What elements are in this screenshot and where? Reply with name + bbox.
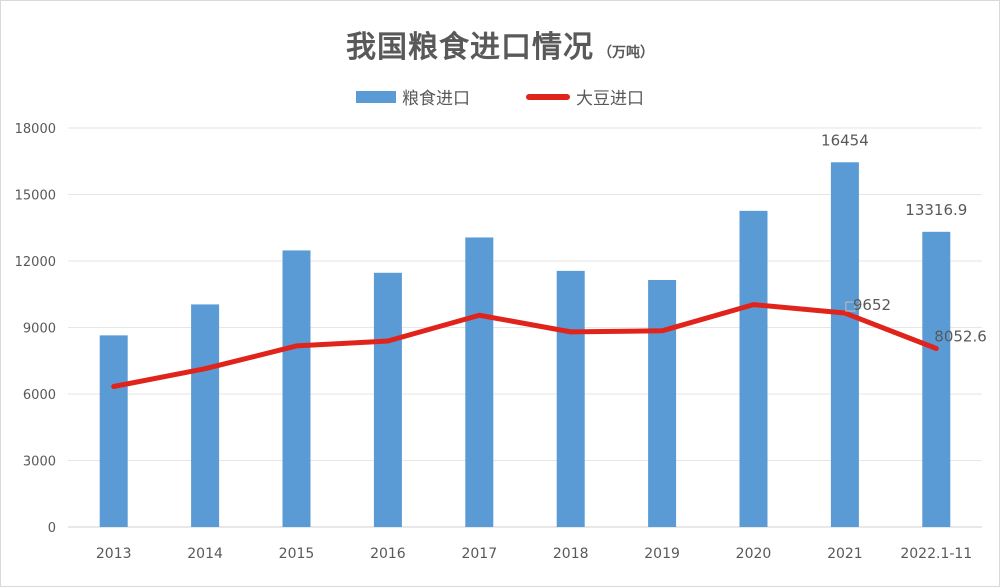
legend-label-soybean: 大豆进口 bbox=[576, 89, 644, 109]
y-tick-label: 15000 bbox=[15, 189, 56, 204]
bar-grain-2016 bbox=[373, 272, 402, 527]
bar-grain-2018 bbox=[556, 270, 585, 527]
x-tick-label: 2018 bbox=[553, 546, 589, 562]
label-anchor-box bbox=[845, 301, 856, 312]
x-tick-label: 2021 bbox=[827, 546, 863, 562]
chart-title: 我国粮食进口情况 （万吨） bbox=[0, 22, 1000, 66]
line-data-label: 9652 bbox=[853, 296, 891, 314]
bar-grain-2014 bbox=[191, 304, 220, 527]
legend-label-grain: 粮食进口 bbox=[402, 89, 470, 109]
bar-grain-2017 bbox=[465, 237, 494, 528]
bar-data-label: 16454 bbox=[821, 131, 869, 149]
legend: 粮食进口 大豆进口 bbox=[0, 84, 1000, 109]
y-tick-label: 3000 bbox=[23, 455, 56, 470]
title-unit: （万吨） bbox=[598, 45, 654, 61]
x-tick-label: 2017 bbox=[461, 546, 497, 562]
legend-item-grain[interactable]: 粮食进口 bbox=[356, 84, 470, 109]
title-text: 我国粮食进口情况 bbox=[346, 30, 594, 65]
y-tick-label: 9000 bbox=[23, 322, 56, 337]
y-tick-label: 0 bbox=[48, 521, 56, 536]
legend-bar-swatch bbox=[356, 90, 396, 103]
y-tick-label: 12000 bbox=[15, 255, 56, 270]
bar-grain-2013 bbox=[99, 335, 128, 527]
x-tick-label: 2016 bbox=[370, 546, 406, 562]
legend-line-swatch bbox=[526, 93, 570, 100]
legend-item-soybean[interactable]: 大豆进口 bbox=[526, 84, 644, 109]
x-tick-label: 2019 bbox=[644, 546, 680, 562]
bar-grain-2019 bbox=[648, 279, 677, 527]
bar-grain-2022.1-11 bbox=[922, 231, 951, 527]
x-tick-label: 2013 bbox=[96, 546, 132, 562]
line-soybean bbox=[111, 302, 939, 390]
x-tick-label: 2020 bbox=[736, 546, 772, 562]
y-tick-label: 18000 bbox=[15, 122, 56, 137]
x-tick-label: 2014 bbox=[187, 546, 223, 562]
bar-grain-2020 bbox=[739, 210, 768, 527]
line-data-label: 8052.6 bbox=[934, 328, 987, 346]
y-tick-label: 6000 bbox=[23, 388, 56, 403]
x-tick-label: 2022.1-11 bbox=[900, 546, 972, 562]
x-tick-label: 2015 bbox=[279, 546, 315, 562]
bar-grain-2021 bbox=[830, 162, 859, 528]
bar-grain-2015 bbox=[282, 250, 311, 527]
bar-data-label: 13316.9 bbox=[905, 201, 967, 219]
